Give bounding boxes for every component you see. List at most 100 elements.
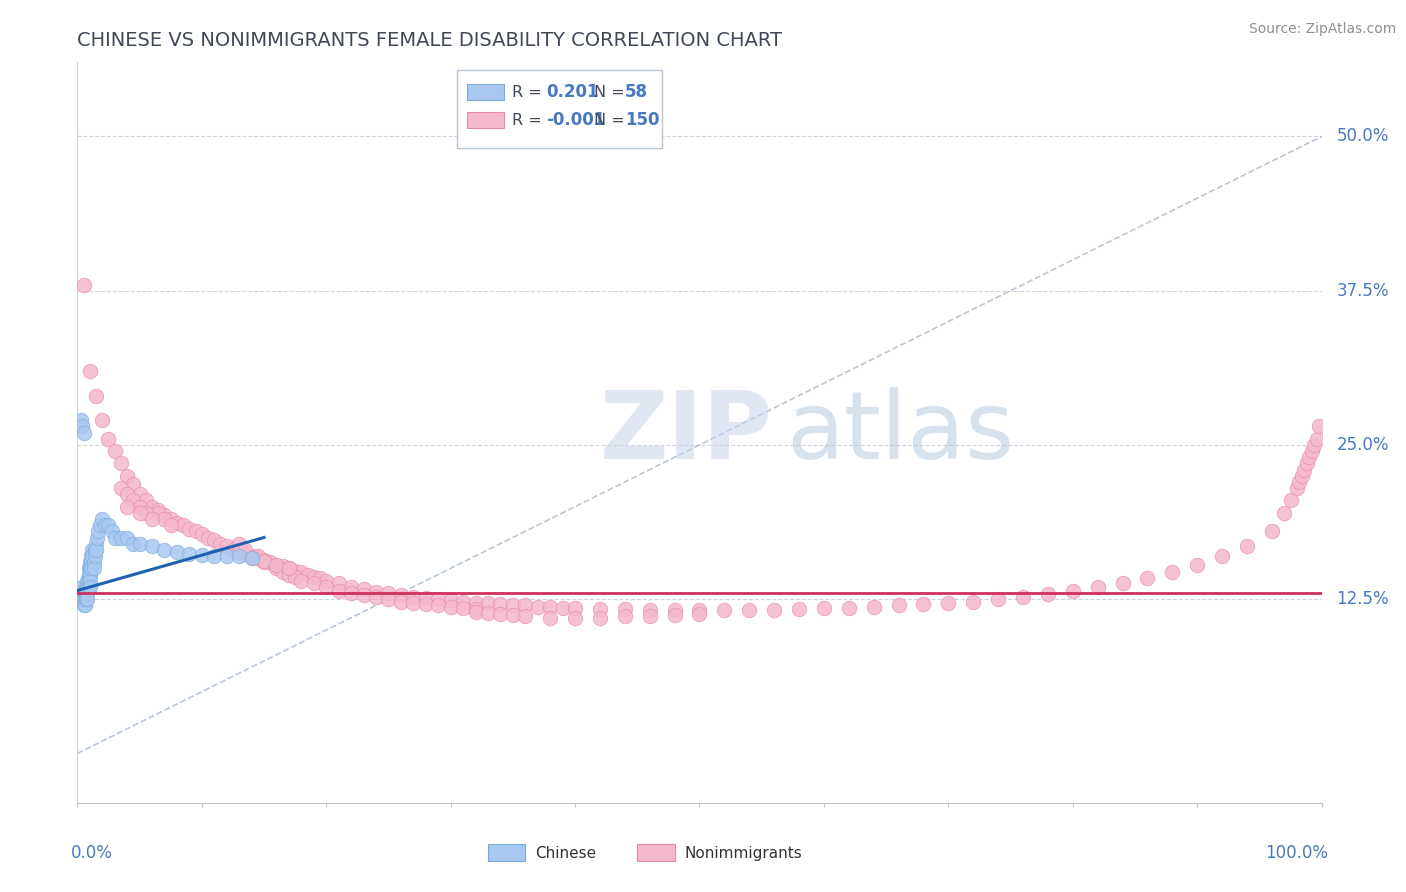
Point <box>477 606 499 620</box>
Point <box>83 542 105 557</box>
Point <box>153 512 176 526</box>
Point <box>87 524 110 539</box>
Text: 12.5%: 12.5% <box>1337 591 1389 608</box>
Point <box>538 599 561 614</box>
Text: -0.001: -0.001 <box>547 112 606 129</box>
Point <box>277 567 299 582</box>
Point <box>1305 432 1327 446</box>
Point <box>75 586 97 600</box>
Point <box>72 419 94 434</box>
Point <box>79 555 101 569</box>
Point <box>1111 576 1133 591</box>
Point <box>1294 462 1316 476</box>
Point <box>82 542 104 557</box>
Point <box>79 364 101 378</box>
Point <box>271 565 294 579</box>
Point <box>713 603 735 617</box>
Point <box>451 600 474 615</box>
Point <box>141 512 163 526</box>
Point <box>538 611 561 625</box>
Point <box>191 526 214 541</box>
Point <box>664 608 686 623</box>
Point <box>936 596 959 610</box>
Point <box>153 542 176 557</box>
Point <box>502 608 524 623</box>
Point <box>813 600 835 615</box>
Point <box>86 531 108 545</box>
Point <box>122 493 145 508</box>
Point <box>1136 571 1159 585</box>
Point <box>1285 481 1308 495</box>
Point <box>141 539 163 553</box>
Point <box>689 603 711 617</box>
Point <box>77 561 100 575</box>
Point <box>389 595 412 609</box>
Point <box>451 595 474 609</box>
Point <box>838 600 860 615</box>
Point <box>104 531 127 545</box>
Point <box>277 561 299 575</box>
Point <box>135 506 157 520</box>
Point <box>184 524 207 539</box>
Point <box>328 583 350 598</box>
Point <box>159 518 181 533</box>
Text: 150: 150 <box>624 112 659 129</box>
Point <box>128 500 150 514</box>
Point <box>253 552 276 566</box>
Point <box>202 549 225 563</box>
Point <box>266 558 288 572</box>
Point <box>166 516 188 530</box>
Point <box>79 574 101 588</box>
Point <box>353 582 375 597</box>
Point <box>148 506 170 520</box>
Point <box>166 545 188 559</box>
Point <box>290 574 312 588</box>
Point <box>128 506 150 520</box>
Point <box>115 487 138 501</box>
Point <box>613 609 636 624</box>
Text: R =: R = <box>512 112 547 128</box>
Point <box>72 425 94 440</box>
Point <box>246 549 269 563</box>
Point <box>72 592 94 607</box>
Point <box>79 561 101 575</box>
Point <box>153 508 176 523</box>
Point <box>297 567 319 582</box>
Point <box>664 603 686 617</box>
Point <box>987 592 1010 607</box>
Point <box>489 607 512 621</box>
Point <box>240 551 263 566</box>
Point <box>179 547 201 561</box>
Text: 58: 58 <box>624 83 648 101</box>
Point <box>101 524 124 539</box>
Point <box>240 551 263 566</box>
Text: 25.0%: 25.0% <box>1337 436 1389 454</box>
Point <box>415 597 437 611</box>
Point <box>290 565 312 579</box>
Point <box>1185 558 1208 572</box>
Point <box>115 500 138 514</box>
Point <box>79 580 101 594</box>
Point <box>464 605 486 619</box>
Point <box>70 413 93 427</box>
Text: Chinese: Chinese <box>536 846 596 861</box>
Text: 100.0%: 100.0% <box>1265 844 1327 862</box>
Point <box>91 413 114 427</box>
Point <box>197 531 219 545</box>
Point <box>233 547 256 561</box>
Point <box>83 555 105 569</box>
Text: 0.0%: 0.0% <box>72 844 112 862</box>
Point <box>259 555 281 569</box>
Point <box>912 597 935 611</box>
Point <box>271 558 294 573</box>
Point <box>76 574 98 588</box>
Point <box>82 549 104 563</box>
FancyBboxPatch shape <box>457 70 662 147</box>
Point <box>77 580 100 594</box>
Point <box>246 551 269 566</box>
Point <box>93 518 115 533</box>
Point <box>1295 457 1317 471</box>
FancyBboxPatch shape <box>467 112 505 128</box>
Point <box>302 576 325 591</box>
Point <box>115 531 138 545</box>
